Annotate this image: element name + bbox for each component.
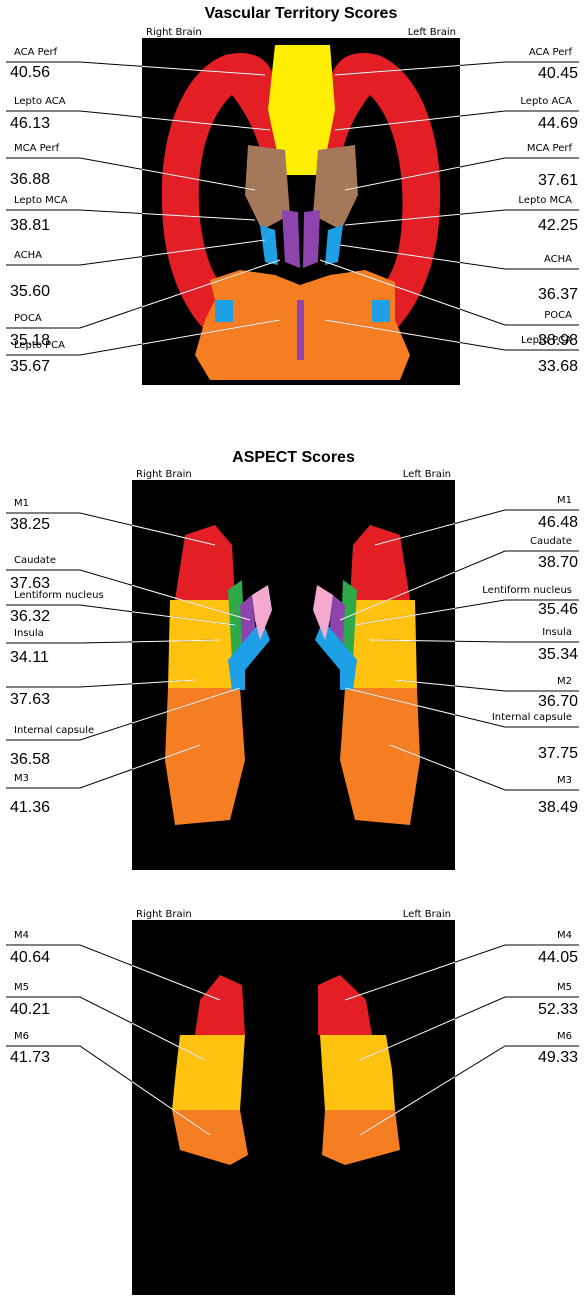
region-score: 33.68	[538, 358, 578, 375]
hemisphere-label: Left Brain	[403, 909, 451, 920]
region-name: ACHA	[14, 250, 42, 261]
region-name: Internal capsule	[492, 712, 572, 723]
region-score: 40.21	[10, 1001, 50, 1018]
region-score: 42.25	[538, 217, 578, 234]
panel-title: ASPECT Scores	[232, 449, 355, 466]
region-score: 36.88	[10, 171, 50, 188]
region-score: 44.05	[538, 949, 578, 966]
region-name: M4	[557, 930, 572, 941]
region-name: Caudate	[14, 555, 56, 566]
region-score: 40.45	[538, 65, 578, 82]
region-name: Lepto MCA	[518, 195, 572, 206]
region-name: ACA Perf	[529, 47, 573, 58]
region-name: M4	[14, 930, 29, 941]
region-name: ACA Perf	[14, 47, 58, 58]
region-name: Insula	[542, 627, 572, 638]
region-name: MCA Perf	[527, 143, 573, 154]
region-score: 38.49	[538, 799, 578, 816]
region-score: 37.61	[538, 172, 578, 189]
region-score: 40.56	[10, 64, 50, 81]
brain-image	[142, 38, 460, 385]
region-score: 37.63	[10, 691, 50, 708]
region-score: 35.67	[10, 358, 50, 375]
region-name: Lepto PCA	[14, 340, 65, 351]
hemisphere-label: Right Brain	[136, 909, 192, 920]
region-name: ACHA	[544, 254, 572, 265]
region-score: 41.36	[10, 799, 50, 816]
region-name: M5	[557, 982, 572, 993]
region-name: Lepto MCA	[14, 195, 68, 206]
figure: Vascular Territory ScoresRight BrainLeft…	[0, 0, 585, 1300]
region-score: 41.73	[10, 1049, 50, 1066]
region-score: 36.70	[538, 693, 578, 710]
panel-title: Vascular Territory Scores	[205, 5, 398, 22]
region-score: 35.46	[538, 601, 578, 618]
region-name: Lentiform nucleus	[482, 585, 572, 596]
region-name: M1	[557, 495, 572, 506]
region-score: 37.75	[538, 745, 578, 762]
region-score: 36.32	[10, 608, 50, 625]
region-score: 46.48	[538, 514, 578, 531]
region-score: 44.69	[538, 115, 578, 132]
region-name: Insula	[14, 628, 44, 639]
brain-image	[132, 480, 455, 870]
region-name: Lepto PCA	[521, 335, 572, 346]
region-score: 35.34	[538, 646, 578, 663]
region-name: Lepto ACA	[14, 96, 66, 107]
region-name: M3	[557, 775, 572, 786]
region-name: MCA Perf	[14, 143, 60, 154]
region-name: M6	[557, 1031, 572, 1042]
region-score: 49.33	[538, 1049, 578, 1066]
region-score: 36.37	[538, 286, 578, 303]
region-score: 46.13	[10, 115, 50, 132]
region-score: 38.25	[10, 516, 50, 533]
region-score: 52.33	[538, 1001, 578, 1018]
region-name: M1	[14, 498, 29, 509]
hemisphere-label: Left Brain	[403, 469, 451, 480]
hemisphere-label: Left Brain	[408, 27, 456, 38]
hemisphere-label: Right Brain	[136, 469, 192, 480]
region-name: Internal capsule	[14, 725, 94, 736]
region-name: M2	[557, 676, 572, 687]
region-score: 40.64	[10, 949, 50, 966]
region-score: 36.58	[10, 751, 50, 768]
hemisphere-label: Right Brain	[146, 27, 202, 38]
region-name: Lepto ACA	[520, 96, 572, 107]
region-name: M3	[14, 773, 29, 784]
brain-image	[132, 920, 455, 1295]
region-score: 35.60	[10, 283, 50, 300]
region-score: 38.70	[538, 554, 578, 571]
region-score: 34.11	[10, 649, 49, 666]
region-name: Caudate	[530, 536, 572, 547]
region-name: Lentiform nucleus	[14, 590, 104, 601]
region-name: M6	[14, 1031, 29, 1042]
region-name: POCA	[14, 313, 42, 324]
region-score: 38.81	[10, 217, 50, 234]
region-name: POCA	[544, 310, 572, 321]
region-name: M5	[14, 982, 29, 993]
